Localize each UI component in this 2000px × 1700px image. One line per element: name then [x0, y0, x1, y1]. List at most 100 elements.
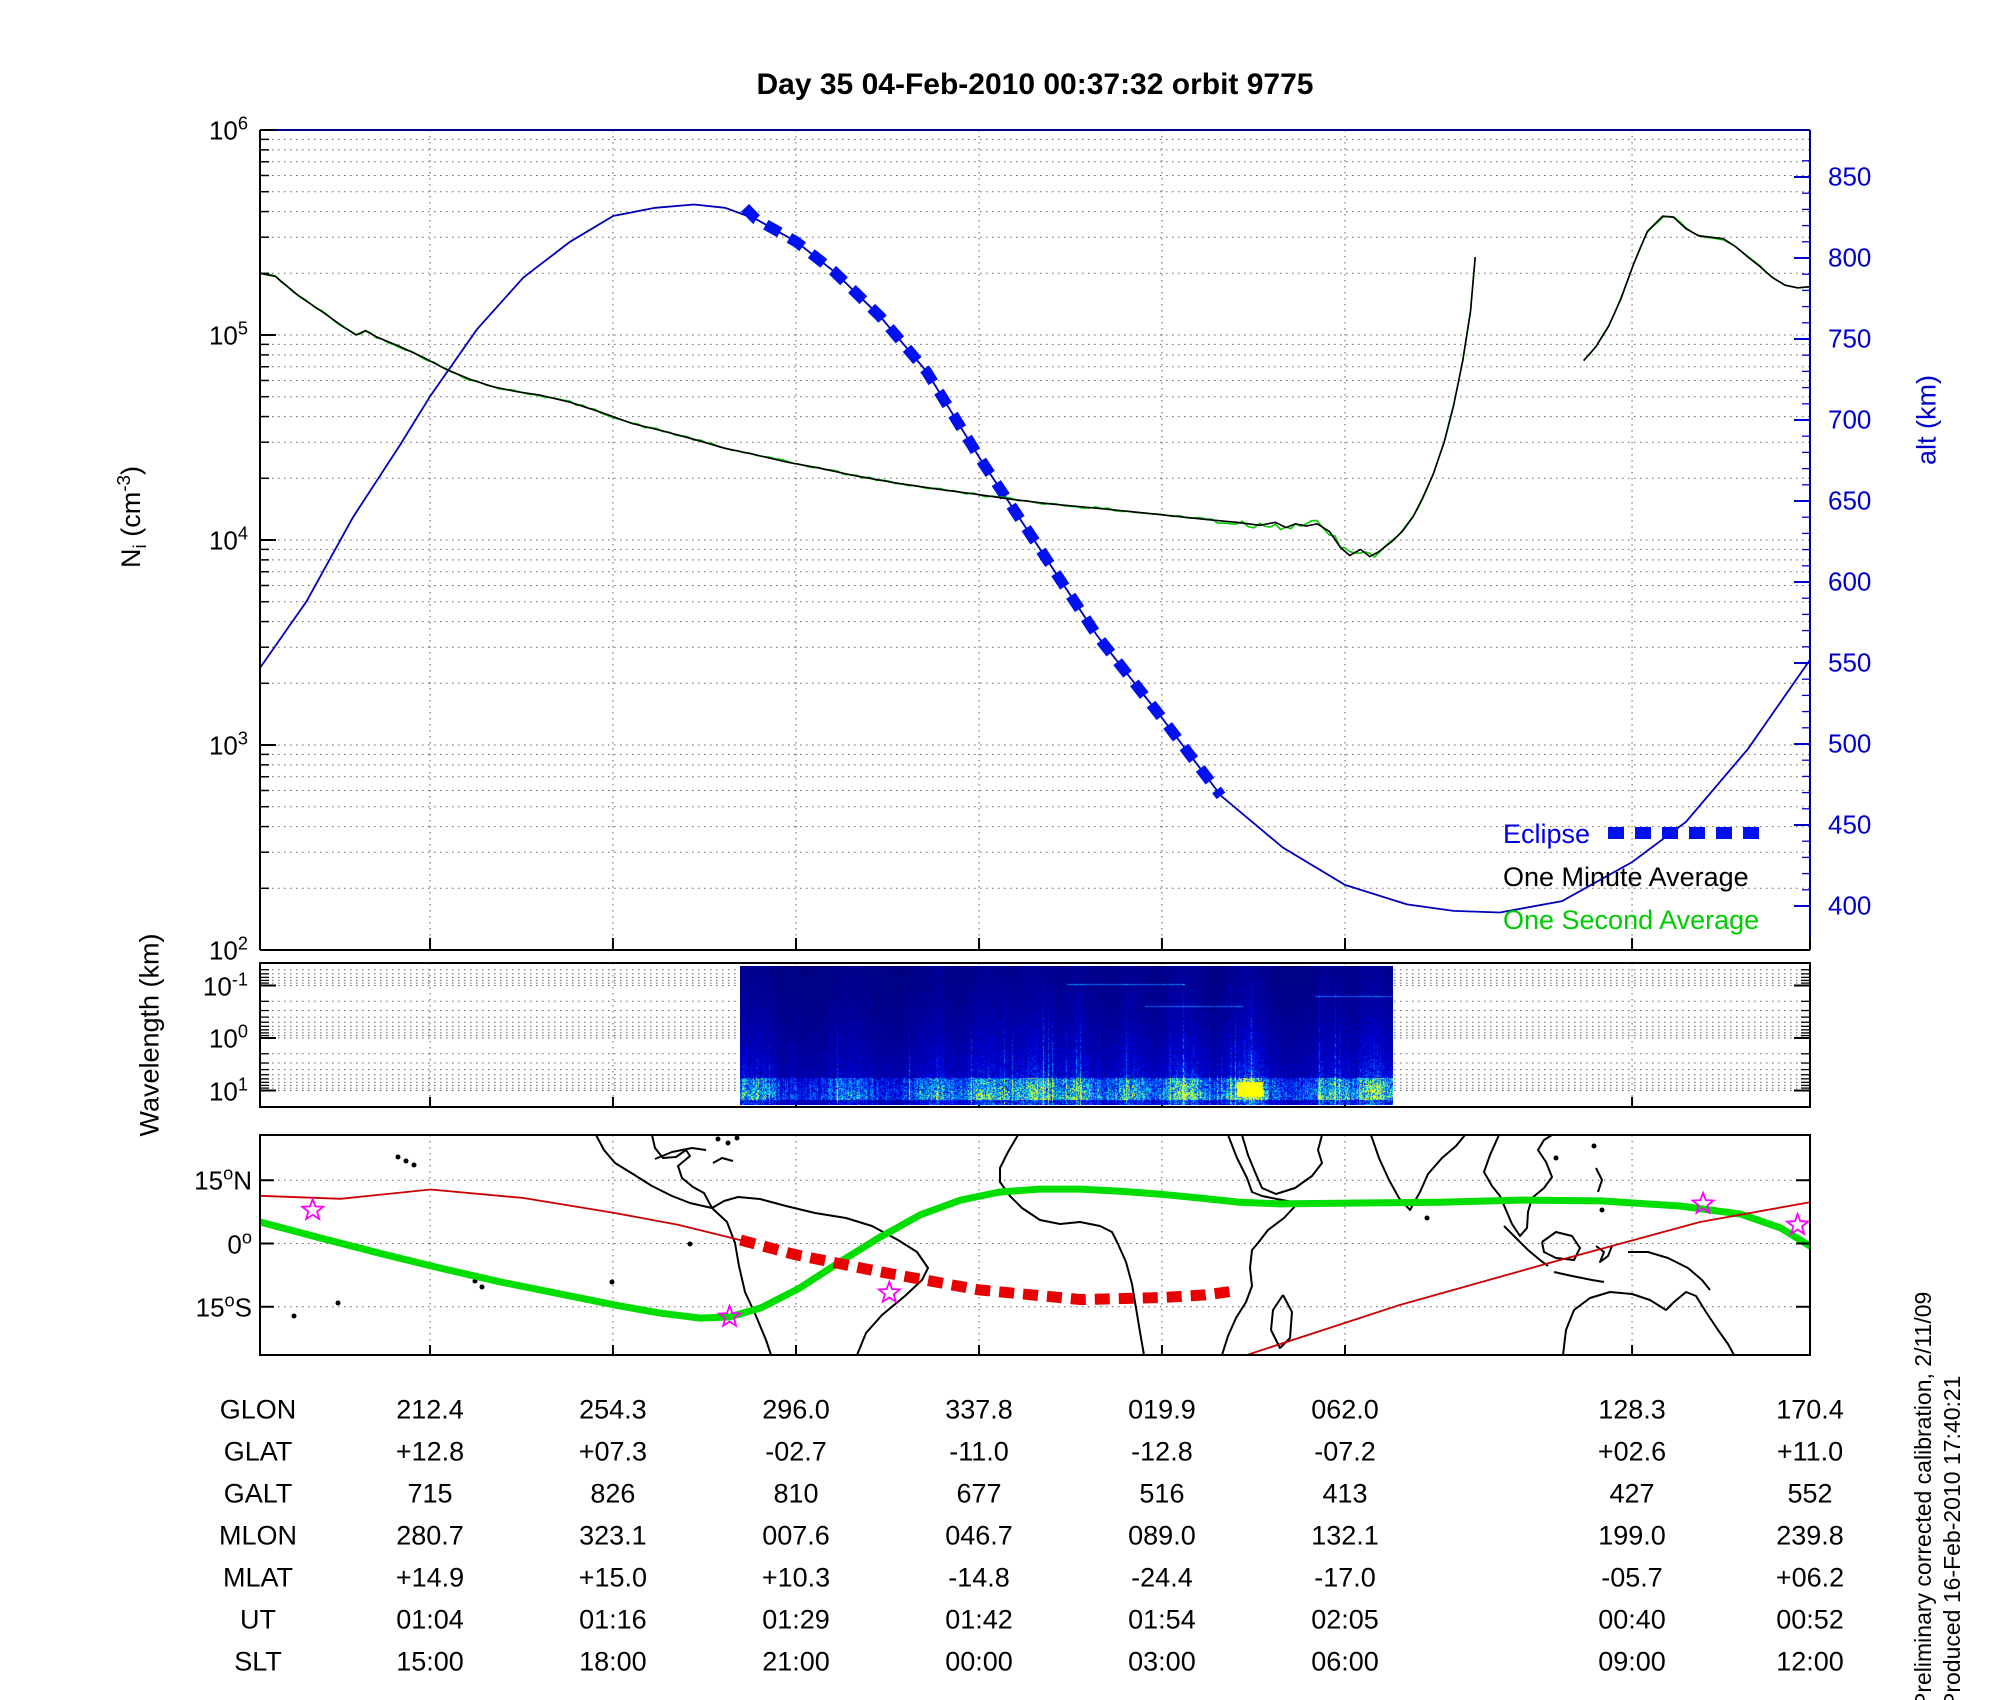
table-value: 12:00 — [1776, 1646, 1844, 1677]
table-value: 810 — [773, 1478, 819, 1509]
production-note-line2: Produced 16-Feb-2010 17:40:21 — [1939, 1375, 1965, 1700]
coastline — [1503, 1225, 1549, 1267]
table-value: 01:16 — [579, 1604, 647, 1635]
island-dot — [403, 1158, 409, 1164]
table-value: +10.3 — [761, 1562, 831, 1593]
table-value: 239.8 — [1776, 1520, 1844, 1551]
one-minute-average-curve — [1583, 215, 1810, 362]
density-panel-grid — [260, 130, 1811, 950]
alt-tick-label: 400 — [1828, 890, 1872, 921]
table-value: 199.0 — [1598, 1520, 1666, 1551]
island-dot — [1553, 1155, 1559, 1161]
table-value: +15.0 — [578, 1562, 648, 1593]
alt-tick-label: 550 — [1828, 647, 1872, 678]
table-value: -05.7 — [1601, 1562, 1663, 1593]
table-value: 089.0 — [1128, 1520, 1196, 1551]
table-value: 254.3 — [579, 1394, 647, 1425]
table-value: +12.8 — [395, 1436, 465, 1467]
latitude-tick-label: 0o — [227, 1227, 252, 1259]
ni-tick-label: 105 — [208, 318, 248, 351]
table-value: 132.1 — [1311, 1520, 1379, 1551]
table-row-label-glon: GLON — [219, 1394, 297, 1425]
table-value: 296.0 — [762, 1394, 830, 1425]
island-dot — [725, 1140, 731, 1146]
table-row-label-slt: SLT — [234, 1646, 282, 1677]
altitude-curve — [260, 203, 1810, 914]
one-second-average-curve — [260, 257, 1476, 559]
table-value: 516 — [1139, 1478, 1185, 1509]
eclipse-dashed-segment — [741, 203, 1226, 800]
table-row-label-mlat: MLAT — [222, 1562, 294, 1593]
table-value: 170.4 — [1776, 1394, 1844, 1425]
alt-tick-label: 650 — [1828, 485, 1872, 516]
latitude-tick-label: 15oS — [195, 1290, 252, 1323]
table-value: -14.8 — [948, 1562, 1010, 1593]
coastline — [1541, 1231, 1581, 1261]
table-value: 09:00 — [1598, 1646, 1666, 1677]
orbit-track-west — [260, 1188, 741, 1241]
density-axis-label: Ni (cm-3) — [113, 466, 152, 568]
table-value: 00:52 — [1776, 1604, 1844, 1635]
island-dot — [1424, 1215, 1430, 1221]
alt-tick-label: 500 — [1828, 728, 1872, 759]
table-value: 826 — [590, 1478, 636, 1509]
table-value: 046.7 — [945, 1520, 1013, 1551]
table-value: 21:00 — [762, 1646, 830, 1677]
magnetic-equator-track — [260, 1185, 1810, 1322]
map-frame — [259, 1134, 1811, 1356]
island-dot — [1599, 1207, 1605, 1213]
table-value: 323.1 — [579, 1520, 647, 1551]
table-value: 01:29 — [762, 1604, 830, 1635]
table-value: 427 — [1609, 1478, 1655, 1509]
ni-tick-label: 103 — [208, 728, 248, 761]
table-value: +06.2 — [1775, 1562, 1845, 1593]
legend-one-second-label: One Second Average — [1503, 905, 1760, 935]
table-value: 677 — [956, 1478, 1002, 1509]
coastline — [1270, 1294, 1293, 1349]
island-dot — [479, 1284, 485, 1290]
alt-tick-label: 450 — [1828, 809, 1872, 840]
table-value: -17.0 — [1314, 1562, 1376, 1593]
altitude-axis-label: alt (km) — [1911, 375, 1942, 465]
ground-station-star — [1690, 1190, 1716, 1215]
coastline — [1562, 1291, 1735, 1355]
table-value: 01:54 — [1128, 1604, 1196, 1635]
table-row-label-glat: GLAT — [223, 1436, 293, 1467]
latitude-tick-label: 15oN — [194, 1163, 252, 1196]
coastline — [1595, 1245, 1613, 1263]
production-note: Preliminary corrected calibration, 2/11/… — [1909, 1248, 1967, 1700]
ground-station-star — [716, 1303, 743, 1328]
table-value: 18:00 — [579, 1646, 647, 1677]
island-dot — [291, 1313, 297, 1319]
density-panel-curves — [260, 203, 1810, 914]
legend-one-minute-label: One Minute Average — [1503, 862, 1749, 892]
table-value: 280.7 — [396, 1520, 464, 1551]
table-value: 715 — [407, 1478, 453, 1509]
table-value: 128.3 — [1598, 1394, 1666, 1425]
table-value: 02:05 — [1311, 1604, 1379, 1635]
wavelength-tick-label: 101 — [208, 1074, 248, 1106]
island-dot — [687, 1241, 693, 1247]
coastline — [654, 1147, 707, 1160]
table-value: 552 — [1787, 1478, 1833, 1509]
density-panel-frame — [259, 129, 1811, 951]
ni-tick-label: 106 — [208, 113, 248, 146]
table-value: +11.0 — [1776, 1436, 1844, 1467]
coastline — [1241, 1135, 1323, 1195]
ni-tick-label: 104 — [208, 523, 248, 556]
island-dot — [715, 1136, 721, 1142]
coastline — [1221, 1135, 1299, 1355]
coastline — [1553, 1271, 1605, 1283]
table-value: 00:40 — [1598, 1604, 1666, 1635]
one-minute-average-curve — [260, 257, 1476, 558]
coastline — [712, 1157, 734, 1164]
legend-eclipse-label: Eclipse — [1503, 819, 1591, 849]
page-title: Day 35 04-Feb-2010 00:37:32 orbit 9775 — [756, 68, 1314, 101]
table-value: 15:00 — [396, 1646, 464, 1677]
table-value: +07.3 — [578, 1436, 648, 1467]
wavelength-spectrogram — [740, 966, 1393, 1105]
ground-station-star — [1784, 1211, 1810, 1236]
coastline — [1595, 1167, 1603, 1193]
coastline — [595, 1135, 713, 1209]
world-map — [260, 1135, 1810, 1355]
